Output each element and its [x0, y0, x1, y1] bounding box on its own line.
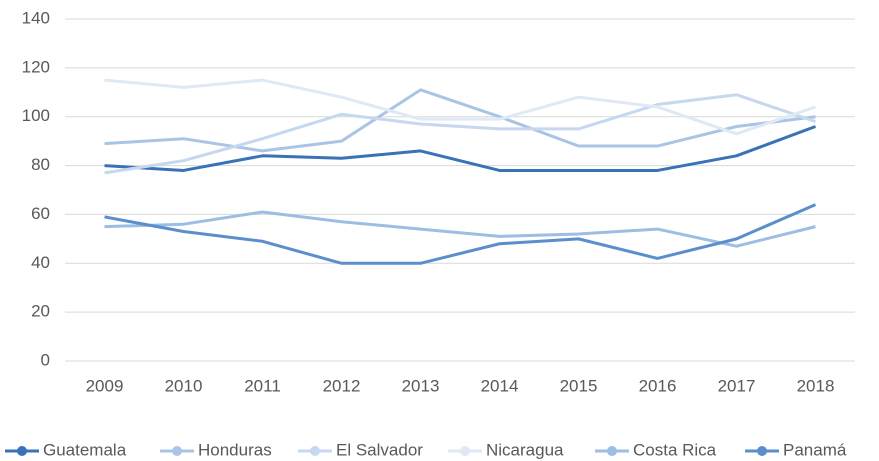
legend-marker: [17, 446, 27, 456]
legend-marker: [607, 446, 617, 456]
y-tick-label: 20: [31, 302, 50, 321]
series-line: [104, 93, 816, 175]
y-tick-label: 0: [41, 350, 50, 369]
y-tick-label: 40: [31, 253, 50, 272]
legend-label: Costa Rica: [633, 440, 717, 459]
series-line: [104, 203, 817, 265]
x-tick-label: 2010: [165, 376, 203, 395]
y-tick-label: 120: [22, 57, 50, 76]
legend-label: El Salvador: [336, 440, 423, 459]
x-tick-label: 2009: [86, 376, 124, 395]
legend-label: Honduras: [198, 440, 272, 459]
legend-marker: [460, 446, 470, 456]
legend-marker: [172, 446, 182, 456]
x-tick-label: 2012: [323, 376, 361, 395]
x-tick-label: 2013: [402, 376, 440, 395]
x-tick-label: 2018: [797, 376, 835, 395]
x-tick-label: 2015: [560, 376, 598, 395]
legend-marker: [310, 446, 320, 456]
y-tick-label: 100: [22, 106, 50, 125]
legend-label: Guatemala: [43, 440, 127, 459]
series-line: [104, 78, 816, 136]
legend-marker: [757, 446, 767, 456]
x-tick-label: 2014: [481, 376, 519, 395]
legend-label: Nicaragua: [486, 440, 564, 459]
legend-label: Panamá: [783, 440, 847, 459]
x-tick-label: 2011: [244, 376, 281, 395]
y-tick-label: 80: [31, 155, 50, 174]
x-tick-label: 2017: [718, 376, 756, 395]
y-tick-label: 140: [22, 8, 50, 27]
series-line: [104, 210, 816, 248]
x-tick-label: 2016: [639, 376, 677, 395]
series-line: [104, 125, 817, 172]
series-line: [104, 88, 816, 153]
y-tick-label: 60: [31, 204, 50, 223]
